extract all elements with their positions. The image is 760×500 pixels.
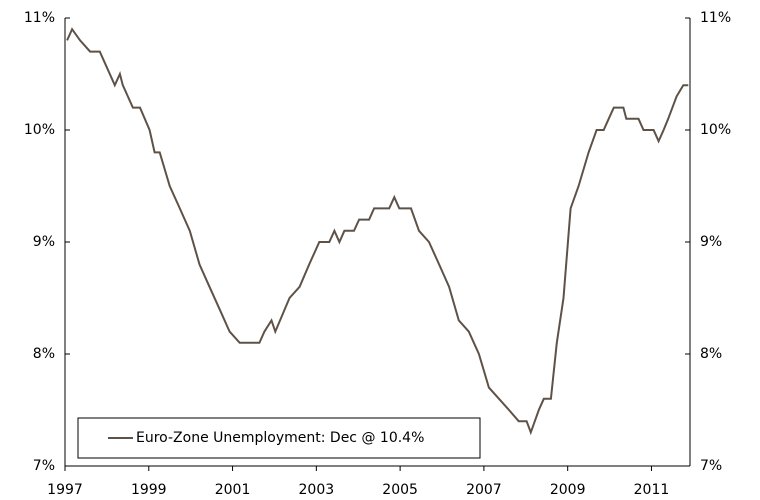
x-tick-label: 2001: [215, 482, 251, 498]
legend-label: Euro-Zone Unemployment: Dec @ 10.4%: [136, 430, 424, 446]
y-tick-label: 7%: [33, 458, 55, 474]
y-tick-label: 10%: [24, 122, 55, 138]
x-tick-label: 2003: [299, 482, 335, 498]
y-tick-label: 9%: [33, 234, 55, 250]
x-tick-label: 2005: [382, 482, 418, 498]
y-tick-label: 8%: [33, 346, 55, 362]
x-tick-label: 2009: [550, 482, 586, 498]
legend-box: [77, 417, 481, 459]
y2-tick-label: 8%: [700, 346, 722, 362]
x-tick-label: 2007: [466, 482, 502, 498]
x-tick-label: 2011: [634, 482, 670, 498]
y-tick-label: 11%: [24, 10, 55, 26]
x-tick-label: 1997: [47, 482, 83, 498]
y2-tick-label: 10%: [700, 122, 731, 138]
y2-tick-label: 9%: [700, 234, 722, 250]
y2-tick-label: 7%: [700, 458, 722, 474]
x-tick-label: 1999: [131, 482, 167, 498]
data-line: [66, 27, 689, 436]
y2-tick-label: 11%: [700, 10, 731, 26]
